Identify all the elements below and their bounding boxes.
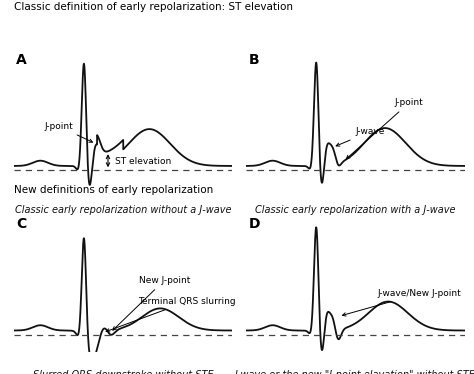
Text: J-wave/New J-point: J-wave/New J-point bbox=[342, 289, 461, 316]
Text: New definitions of early repolarization: New definitions of early repolarization bbox=[14, 185, 213, 195]
Text: J-wave or the new "J-point elavation" without STE: J-wave or the new "J-point elavation" wi… bbox=[235, 370, 474, 374]
Text: Classic early repolarization without a J-wave: Classic early repolarization without a J… bbox=[15, 205, 231, 215]
Text: J-point: J-point bbox=[346, 98, 423, 159]
Text: A: A bbox=[17, 53, 27, 67]
Text: J-wave: J-wave bbox=[336, 127, 385, 146]
Text: Terminal QRS slurring: Terminal QRS slurring bbox=[106, 297, 236, 332]
Text: J-point: J-point bbox=[45, 122, 92, 142]
Text: Classic early repolarization with a J-wave: Classic early repolarization with a J-wa… bbox=[255, 205, 456, 215]
Text: D: D bbox=[249, 217, 260, 232]
Text: Classic definition of early repolarization: ST elevation: Classic definition of early repolarizati… bbox=[14, 2, 293, 12]
Text: C: C bbox=[17, 217, 27, 232]
Text: Slurred QRS downstroke without STE: Slurred QRS downstroke without STE bbox=[33, 370, 214, 374]
Text: New J-point: New J-point bbox=[113, 276, 190, 330]
Text: B: B bbox=[249, 53, 259, 67]
Text: ST elevation: ST elevation bbox=[115, 157, 171, 166]
